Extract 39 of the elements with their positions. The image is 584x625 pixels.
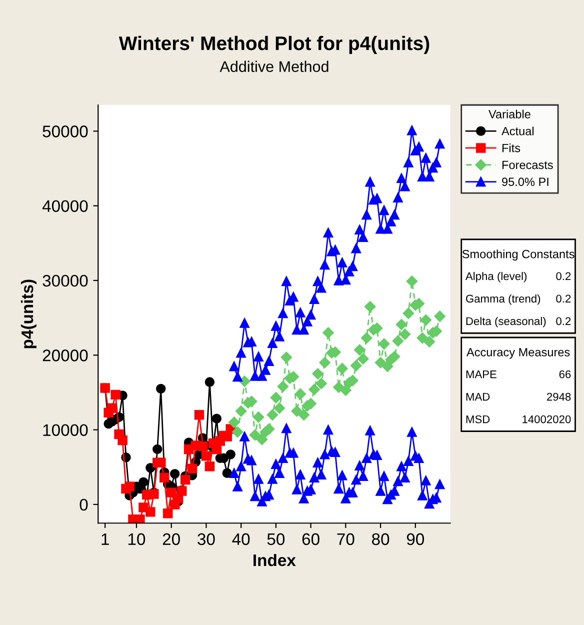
text: 14002020 (522, 415, 571, 424)
text: MAD (466, 392, 490, 401)
text: MSD (466, 415, 490, 424)
text: 0.2 (556, 317, 571, 326)
y-tick-label: 30000 (42, 274, 88, 287)
x-tick-label: 50 (267, 533, 285, 546)
text: Gamma (trend) (466, 294, 540, 305)
x-tick-label: 70 (337, 533, 354, 546)
text: 66 (559, 370, 571, 378)
x-tick-label: 30 (198, 533, 215, 546)
legend-label: Actual (502, 126, 534, 136)
x-tick-label: 10 (128, 533, 146, 546)
text: Alpha (level) (465, 272, 527, 282)
chart-subtitle: Additive Method (220, 60, 328, 72)
y-axis-title: p4(units) (20, 280, 36, 348)
text: 0.2 (556, 294, 571, 303)
x-tick-label: 60 (302, 533, 320, 546)
text: 0.2 (556, 272, 571, 280)
text: Accuracy Measures (466, 348, 570, 359)
x-axis-title: Index (254, 554, 296, 566)
chart-title: Winters' Method Plot for p4(units) (118, 36, 430, 54)
legend-label: Forecasts (502, 160, 553, 170)
text: Delta (seasonal) (466, 316, 546, 328)
x-tick-label: 80 (372, 533, 390, 546)
x-tick-label: 20 (162, 533, 180, 546)
legend-label: Fits (502, 144, 520, 152)
legend-label: 95.0% PI (502, 178, 548, 186)
y-tick-label: 10000 (43, 424, 88, 436)
text: MAPE (466, 370, 496, 378)
legend-title: Variable (488, 110, 530, 118)
x-tick-label: 40 (232, 533, 250, 546)
x-tick-label: 1 (102, 533, 109, 545)
text: 2948 (546, 392, 571, 401)
text: Smoothing Constants (462, 250, 574, 261)
x-tick-label: 90 (406, 533, 424, 546)
y-tick-label: 20000 (42, 350, 88, 362)
y-tick-label: 0 (80, 498, 88, 511)
y-tick-label: 40000 (42, 200, 88, 212)
y-tick-label: 50000 (42, 126, 88, 138)
